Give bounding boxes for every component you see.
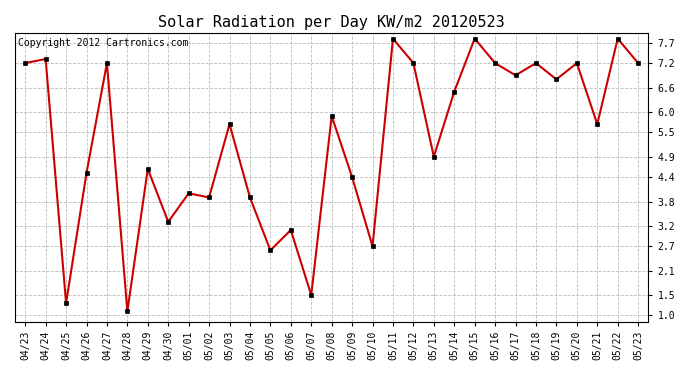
Title: Solar Radiation per Day KW/m2 20120523: Solar Radiation per Day KW/m2 20120523 <box>158 15 505 30</box>
Text: Copyright 2012 Cartronics.com: Copyright 2012 Cartronics.com <box>18 38 188 48</box>
